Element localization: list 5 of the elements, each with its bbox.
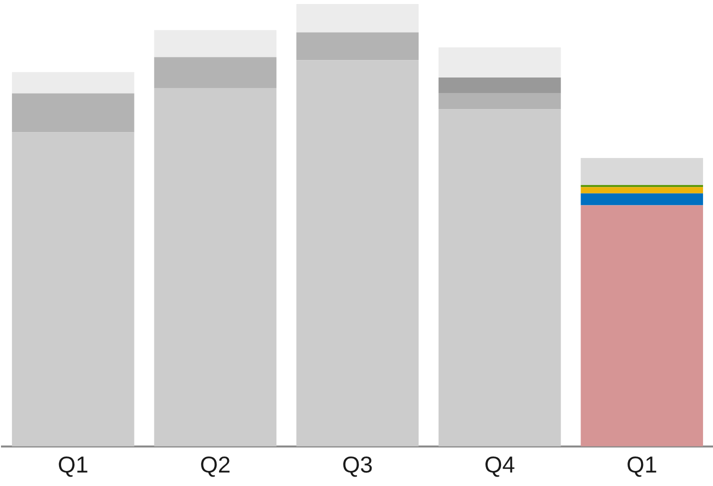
- x-tick-label: Q1: [58, 452, 88, 478]
- x-tick-label: Q2: [200, 452, 231, 478]
- x-tick-label: Q1: [626, 452, 658, 478]
- x-tick-label: Q4: [484, 452, 516, 478]
- x-tick-label: Q3: [342, 452, 373, 478]
